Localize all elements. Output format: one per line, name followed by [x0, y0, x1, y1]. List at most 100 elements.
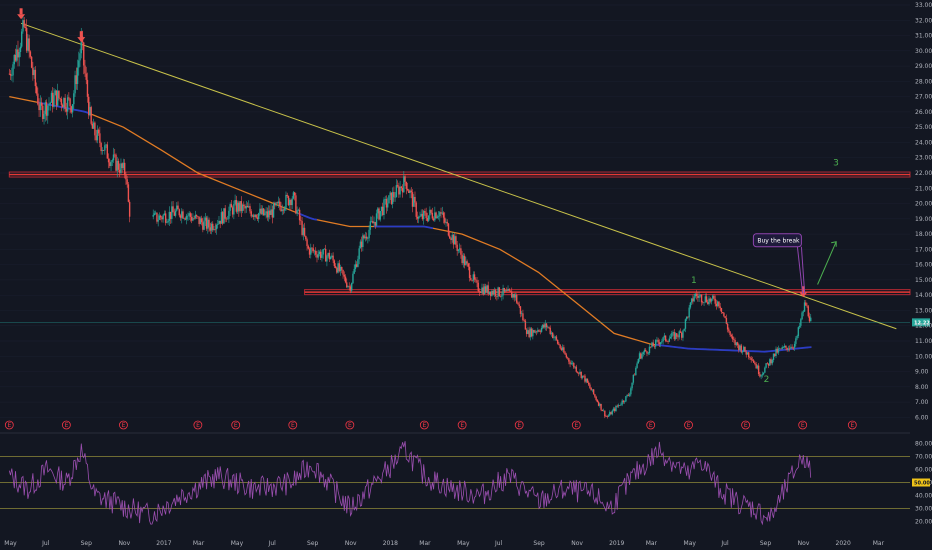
candle-body — [599, 403, 601, 406]
price-tick-label: 17.00 — [915, 246, 932, 253]
candle-body — [166, 222, 168, 223]
candle-body — [513, 294, 515, 298]
candle-body — [591, 389, 594, 391]
candle-body — [84, 65, 86, 74]
earnings-circle — [419, 420, 429, 430]
candle-body — [496, 296, 498, 297]
earnings-marker-icon[interactable]: E — [288, 420, 298, 430]
earnings-label: E — [517, 422, 521, 429]
sell-arrow-shaft — [19, 8, 23, 15]
earnings-marker-icon[interactable]: E — [684, 420, 693, 430]
candle-body — [431, 212, 434, 219]
earnings-marker-icon[interactable]: E — [798, 420, 808, 430]
time-tick-label: Nov — [571, 540, 583, 547]
candle-body — [342, 269, 344, 275]
candle-body — [745, 351, 747, 355]
earnings-label: E — [122, 422, 126, 429]
candle-body — [733, 339, 735, 341]
earnings-circle — [4, 420, 14, 430]
candle-body — [349, 286, 352, 291]
price-tick-label: 29.00 — [915, 63, 932, 70]
candle-body — [66, 97, 69, 112]
candle-body — [508, 289, 510, 291]
earnings-marker-icon[interactable]: E — [4, 420, 14, 430]
earnings-marker-icon[interactable]: E — [847, 420, 857, 430]
candle-body — [76, 67, 79, 84]
candle-body — [723, 312, 725, 317]
candle-body — [75, 75, 77, 84]
candle-body — [509, 290, 512, 292]
price-gridlines — [0, 4, 910, 418]
candle-body — [95, 135, 97, 141]
earnings-marker-icon[interactable]: E — [231, 420, 241, 430]
candle-body — [547, 326, 549, 328]
price-tick-label: 31.00 — [915, 33, 932, 40]
candle-body — [631, 382, 633, 389]
earnings-marker-icon[interactable]: E — [457, 420, 467, 430]
candle-body — [286, 194, 288, 197]
candle-body — [306, 239, 308, 247]
candle-body — [104, 145, 106, 151]
earnings-marker-icon[interactable]: E — [571, 420, 581, 430]
candle-body — [38, 104, 40, 111]
earnings-marker-icon[interactable]: E — [61, 420, 71, 430]
candle-body — [59, 98, 61, 99]
candle-body — [476, 280, 478, 283]
candle-body — [19, 46, 22, 53]
candle-body — [365, 236, 368, 239]
candle-body — [204, 217, 207, 221]
candle-body — [667, 341, 669, 342]
earnings-label: E — [574, 422, 578, 429]
sell-arrow-icon — [17, 8, 26, 20]
candle-body — [468, 266, 471, 278]
candle-body — [478, 291, 481, 293]
buy-the-break-callout[interactable]: Buy the break — [752, 233, 806, 294]
price-tick-label: 10.00 — [915, 353, 932, 360]
candle-body — [461, 254, 463, 264]
candle-body — [282, 209, 285, 211]
candle-body — [752, 360, 755, 363]
rsi-tick-label: 40.00 — [915, 493, 932, 500]
candle-body — [650, 346, 652, 348]
current-price-line: 12.22 — [0, 318, 930, 327]
candle-body — [70, 106, 73, 113]
candle-body — [152, 214, 154, 217]
earnings-circle — [345, 420, 355, 430]
time-tick-label: May — [231, 540, 244, 547]
candle-body — [92, 122, 95, 129]
candle-body — [243, 204, 245, 206]
current-price-label: 12.22 — [914, 320, 930, 326]
candle-body — [760, 375, 762, 377]
earnings-label: E — [291, 422, 295, 429]
candle-body — [96, 129, 99, 141]
candle-body — [466, 261, 468, 264]
candle-body — [56, 90, 59, 106]
price-axis[interactable]: 33.00 32.00 31.00 30.00 29.00 28.00 27.00 26.00… — [915, 2, 932, 421]
sell-arrow-head — [17, 14, 26, 20]
earnings-marker-icon[interactable]: E — [419, 420, 429, 430]
earnings-marker-icon[interactable]: E — [193, 420, 203, 430]
candle-body — [212, 223, 214, 230]
candle-body — [327, 252, 329, 257]
candle-body — [751, 359, 754, 361]
candle-body — [551, 332, 554, 339]
candle-body — [689, 302, 692, 308]
earnings-marker-icon[interactable]: E — [514, 420, 524, 430]
candle-body — [163, 213, 166, 216]
candle-body — [317, 254, 319, 258]
candle-body — [609, 412, 611, 416]
time-axis[interactable]: May Jul Sep Nov 2017 Mar May Jul Sep Nov 2018 Mar Ma… — [4, 540, 884, 547]
earnings-marker-icon[interactable]: E — [345, 420, 355, 430]
earnings-marker-icon[interactable]: E — [741, 420, 751, 430]
earnings-label: E — [687, 422, 691, 429]
earnings-marker-icon[interactable]: E — [119, 420, 128, 430]
candle-body — [181, 211, 183, 218]
time-tick-label: 2020 — [836, 540, 851, 547]
candle-body — [187, 215, 189, 217]
earnings-marker-icon[interactable]: E — [646, 420, 656, 430]
candle-body — [44, 102, 46, 114]
candle-body — [512, 294, 514, 298]
candle-body — [384, 199, 386, 200]
